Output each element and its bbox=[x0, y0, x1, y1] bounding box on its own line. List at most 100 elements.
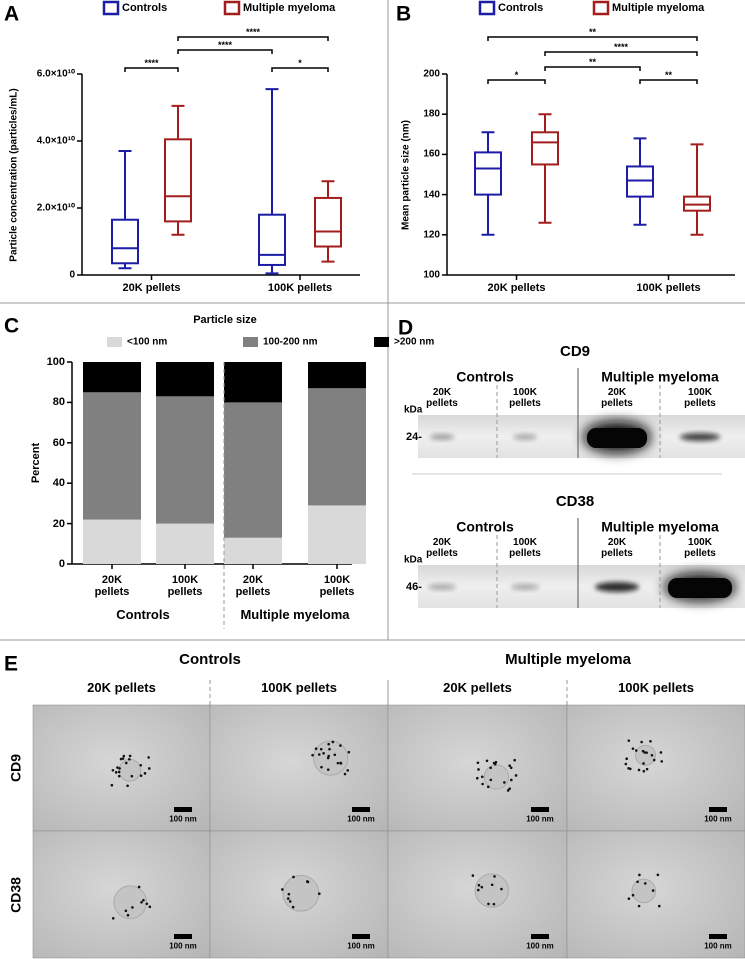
gold-particle bbox=[477, 768, 480, 771]
gold-particle bbox=[645, 751, 648, 754]
lane-label: 100K pellets bbox=[509, 537, 541, 559]
gold-particle bbox=[306, 880, 310, 884]
gold-particle bbox=[126, 913, 130, 917]
gold-particle bbox=[317, 753, 321, 756]
legend-swatch bbox=[107, 337, 122, 347]
legend-swatch bbox=[592, 0, 610, 16]
box bbox=[531, 131, 559, 166]
gold-particle bbox=[627, 897, 631, 900]
vesicle bbox=[631, 878, 657, 904]
gold-particle bbox=[139, 774, 143, 777]
panel-letter: E bbox=[4, 652, 19, 676]
gold-particle bbox=[327, 754, 330, 758]
scale-bar bbox=[352, 807, 370, 812]
gold-particle bbox=[489, 778, 493, 782]
em-group: Controls bbox=[179, 650, 241, 668]
gold-particle bbox=[139, 763, 143, 767]
gold-particle bbox=[287, 892, 291, 896]
gold-particle bbox=[476, 761, 480, 765]
em-column: 100K pellets bbox=[261, 679, 337, 695]
gold-particle bbox=[643, 882, 647, 885]
gold-particle bbox=[339, 744, 342, 747]
gold-particle bbox=[637, 768, 641, 772]
whisker-high bbox=[690, 143, 704, 197]
gold-particle bbox=[142, 898, 145, 902]
bar-segment bbox=[308, 505, 366, 564]
gold-particle bbox=[339, 761, 342, 765]
y-tick-label: 100 bbox=[423, 269, 440, 281]
gold-particle bbox=[506, 789, 510, 792]
em-column: 100K pellets bbox=[618, 679, 694, 695]
bar-segment bbox=[224, 537, 282, 564]
panel-letter: D bbox=[398, 316, 414, 340]
box bbox=[626, 165, 654, 198]
vesicle bbox=[113, 885, 148, 920]
gold-particle bbox=[480, 775, 484, 779]
y-tick-label: 200 bbox=[423, 68, 440, 80]
whisker-low bbox=[321, 246, 335, 263]
scale-bar-label: 100 nm bbox=[526, 814, 554, 824]
gold-particle bbox=[500, 887, 503, 891]
significance-label: **** bbox=[245, 27, 261, 38]
gold-particle bbox=[659, 751, 663, 754]
blot-band bbox=[428, 584, 456, 590]
scale-bar-label: 100 nm bbox=[169, 814, 197, 824]
significance-bracket bbox=[177, 49, 273, 54]
scale-bar bbox=[531, 934, 549, 939]
vesicle bbox=[474, 873, 509, 908]
legend-label: >200 nm bbox=[394, 336, 435, 348]
lane-label: 100K pellets bbox=[684, 387, 716, 409]
bar-segment bbox=[156, 523, 214, 564]
significance-label: ** bbox=[588, 57, 597, 68]
legend-label: Controls bbox=[498, 1, 544, 14]
blot-band bbox=[511, 584, 539, 590]
gold-particle bbox=[111, 916, 115, 920]
blot-group: Controls bbox=[456, 368, 514, 385]
group-label: Multiple myeloma bbox=[240, 606, 350, 622]
gold-particle bbox=[137, 885, 141, 889]
x-tick-label: 20K pellets bbox=[94, 573, 130, 598]
gold-particle bbox=[471, 874, 475, 877]
gold-particle bbox=[485, 759, 489, 763]
legend-title: Particle size bbox=[193, 313, 257, 326]
blot-title: CD9 bbox=[559, 342, 591, 360]
box bbox=[111, 218, 139, 265]
micrograph bbox=[209, 704, 389, 832]
significance-bracket bbox=[487, 79, 546, 84]
x-tick-label: 20K pellets bbox=[487, 281, 546, 294]
gold-particle bbox=[514, 774, 518, 777]
y-tick-label: 0 bbox=[58, 557, 65, 570]
vesicle bbox=[483, 764, 510, 790]
whisker-high bbox=[538, 113, 552, 133]
scale-bar bbox=[174, 934, 192, 939]
em-row: CD9 bbox=[7, 753, 24, 783]
gold-particle bbox=[118, 767, 121, 770]
gold-particle bbox=[288, 900, 292, 903]
blot-group: Controls bbox=[456, 518, 514, 535]
gold-particle bbox=[347, 750, 351, 754]
scale-bar bbox=[174, 807, 192, 812]
blot-band-core bbox=[587, 428, 647, 448]
x-tick-label: 100K pellets bbox=[267, 281, 333, 294]
y-axis-label: Mean particle size (nm) bbox=[400, 119, 412, 230]
gold-particle bbox=[131, 906, 134, 909]
gold-particle bbox=[636, 880, 639, 884]
gold-particle bbox=[320, 765, 323, 769]
y-tick-label: 80 bbox=[52, 396, 65, 409]
y-tick-label: 160 bbox=[423, 148, 440, 160]
gold-particle bbox=[477, 883, 481, 887]
micrograph bbox=[387, 704, 568, 832]
whisker-low bbox=[265, 264, 279, 275]
gold-particle bbox=[510, 778, 513, 782]
whisker-low bbox=[481, 194, 495, 236]
gold-particle bbox=[281, 888, 284, 891]
gold-particle bbox=[638, 873, 641, 877]
legend-label: Controls bbox=[122, 1, 168, 14]
legend-swatch bbox=[102, 0, 120, 16]
gold-particle bbox=[128, 754, 132, 758]
panel-letter: A bbox=[4, 2, 20, 26]
significance-bracket bbox=[487, 36, 698, 41]
blot-unit: kDa bbox=[404, 554, 423, 566]
lane-label: 20K pellets bbox=[601, 537, 633, 559]
